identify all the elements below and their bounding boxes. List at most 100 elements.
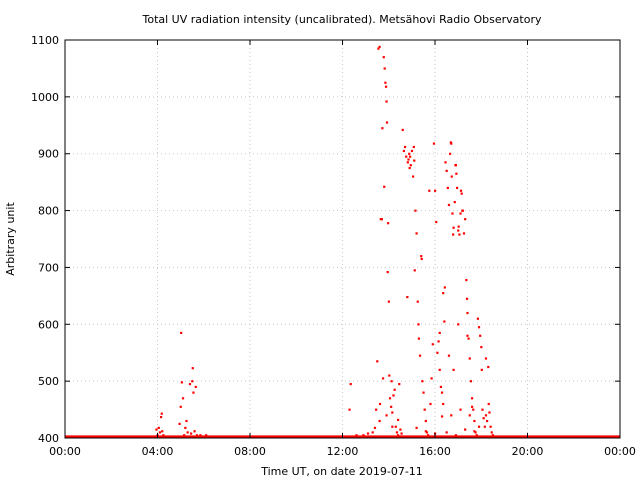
data-point <box>406 295 409 299</box>
data-point <box>398 382 401 386</box>
grid-lines <box>65 40 620 438</box>
data-point <box>444 161 447 164</box>
data-point <box>384 85 388 88</box>
data-point <box>440 391 444 394</box>
data-point <box>387 222 390 225</box>
data-point <box>385 121 389 124</box>
data-point <box>184 426 187 429</box>
x-tick-label: 00:00 <box>604 445 636 458</box>
data-point <box>439 385 442 389</box>
data-point <box>378 419 381 423</box>
data-point <box>432 142 436 145</box>
data-point <box>427 434 430 437</box>
data-point <box>489 425 492 428</box>
data-point <box>393 388 396 391</box>
data-point <box>420 257 423 261</box>
data-point <box>447 354 451 357</box>
data-point <box>157 426 160 429</box>
data-point <box>445 169 448 172</box>
data-point <box>464 218 467 221</box>
data-point <box>469 380 473 383</box>
data-point <box>373 426 377 429</box>
data-point <box>490 431 493 434</box>
data-point <box>391 411 394 414</box>
data-point <box>473 430 476 433</box>
data-point <box>452 368 455 371</box>
data-point <box>423 408 426 411</box>
data-point <box>465 278 468 282</box>
data-point <box>447 203 451 207</box>
data-point <box>437 340 440 343</box>
data-point <box>429 402 432 406</box>
data-point <box>484 357 488 360</box>
data-point <box>455 172 458 175</box>
data-point <box>160 412 163 415</box>
data-point <box>484 414 488 417</box>
y-tick-label: 400 <box>38 432 59 445</box>
data-point <box>408 166 411 170</box>
data-point <box>161 430 164 433</box>
data-point <box>486 419 489 423</box>
data-point <box>410 149 414 153</box>
data-point <box>375 408 378 411</box>
data-point <box>457 323 460 326</box>
data-point <box>385 414 388 417</box>
data-point <box>431 343 434 346</box>
x-tick-label: 04:00 <box>142 445 174 458</box>
data-point <box>395 431 399 434</box>
data-point <box>460 192 463 195</box>
data-point <box>402 149 405 153</box>
data-point <box>349 382 352 386</box>
data-point <box>158 431 162 434</box>
data-point <box>452 226 455 229</box>
data-point <box>446 186 449 190</box>
data-point <box>464 428 467 431</box>
data-point <box>381 377 385 380</box>
data-point <box>186 431 189 434</box>
data-point <box>386 270 389 274</box>
data-point <box>477 425 481 428</box>
data-point <box>390 380 393 383</box>
data-point <box>369 435 372 439</box>
x-tick-label: 00:00 <box>49 445 81 458</box>
data-point <box>471 397 474 400</box>
data-point <box>355 434 358 437</box>
data-point <box>487 402 490 406</box>
data-point <box>480 368 483 371</box>
data-point <box>451 212 454 215</box>
data-point <box>183 434 186 437</box>
data-point <box>179 405 182 408</box>
data-point <box>420 255 423 258</box>
y-axis-label: Arbitrary unit <box>4 202 17 276</box>
x-tick-label: 08:00 <box>234 445 266 458</box>
data-point <box>449 141 452 144</box>
y-tick-label: 800 <box>38 205 59 218</box>
data-point <box>155 428 158 431</box>
data-point <box>434 189 437 192</box>
data-point <box>477 326 481 329</box>
x-tick-label: 20:00 <box>512 445 544 458</box>
data-point <box>462 232 466 235</box>
data-point <box>488 411 491 414</box>
data-point <box>403 145 407 149</box>
tick-labels: 00:00 04:00 08:00 12:00 16:00 20:00 00:0040050… <box>31 34 636 458</box>
y-tick-label: 600 <box>38 318 59 331</box>
data-point <box>450 175 453 178</box>
data-point <box>388 397 392 400</box>
data-point <box>479 334 482 337</box>
data-point <box>383 185 386 188</box>
data-point <box>449 152 452 155</box>
data-point <box>408 152 411 155</box>
data-point <box>194 385 197 389</box>
data-point <box>378 45 381 49</box>
data-point <box>459 212 462 215</box>
data-point <box>381 127 384 130</box>
data-point <box>415 232 418 235</box>
data-point <box>379 218 382 221</box>
data-point <box>390 405 393 408</box>
x-tick-label: 12:00 <box>327 445 359 458</box>
data-point <box>382 56 385 59</box>
data-point <box>438 331 441 335</box>
